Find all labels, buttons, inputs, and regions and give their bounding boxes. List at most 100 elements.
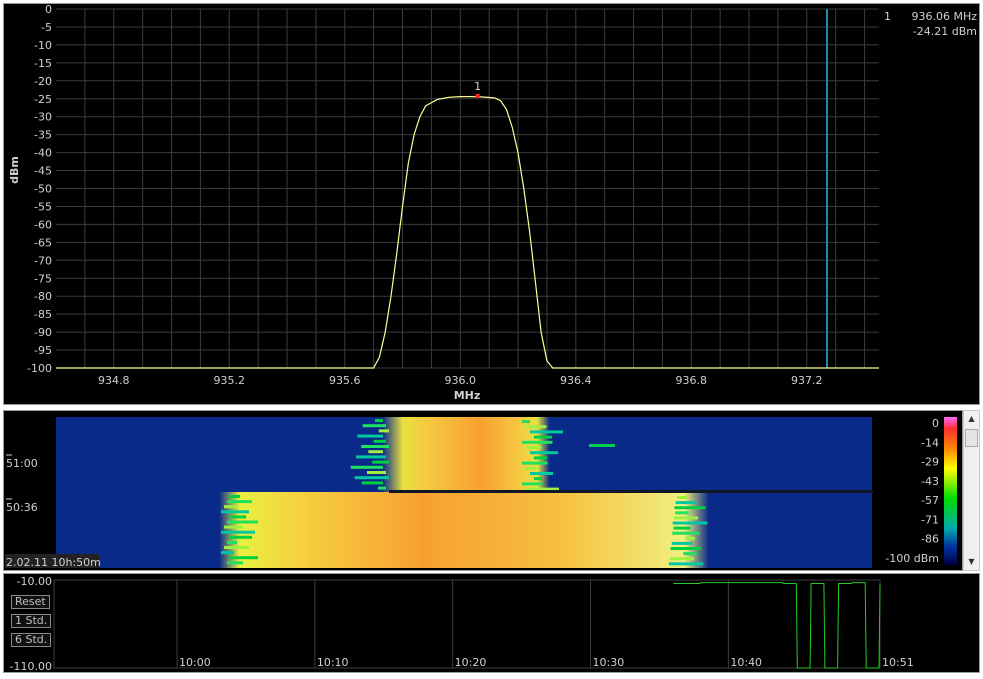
- waterfall-edge-segment: [368, 450, 383, 454]
- history-ymin-label: -110.00: [10, 660, 52, 672]
- waterfall-edge-segment: [227, 540, 237, 544]
- scroll-up-icon[interactable]: ▲: [968, 414, 975, 423]
- waterfall-edge-segment: [675, 511, 689, 515]
- waterfall-edge-segment: [526, 446, 542, 449]
- timestamp-bg: [5, 554, 99, 568]
- waterfall-recent-band: [56, 417, 872, 492]
- waterfall-edge-segment: [670, 547, 702, 550]
- y-tick-label: -65: [34, 236, 52, 249]
- waterfall-edge-segment: [373, 439, 386, 443]
- y-tick-label: -75: [34, 272, 52, 285]
- y-tick-label: -30: [34, 111, 52, 124]
- history-time-label: 10:30: [593, 656, 625, 669]
- waterfall-edge-segment: [673, 526, 691, 530]
- waterfall-scrollbar[interactable]: ▲ ▼: [963, 410, 980, 571]
- history-chart[interactable]: 10:00 10:10 10:20 10:30 10:40 10:51 -10.00 -1…: [4, 574, 979, 672]
- waterfall-edge-segment: [675, 501, 697, 505]
- waterfall-edge-segment: [221, 510, 249, 514]
- waterfall-edges: [221, 419, 873, 566]
- waterfall-edge-segment: [378, 429, 389, 433]
- history-time-label: 10:20: [455, 656, 487, 669]
- waterfall-chart[interactable]: 51:00 50:36 2.02.11 10h:50m 0 -14 -29 -43 -5…: [4, 411, 962, 570]
- waterfall-edge-segment: [522, 482, 543, 486]
- std6-button[interactable]: 6 Std.: [11, 633, 52, 647]
- waterfall-edge-segment: [683, 552, 697, 556]
- waterfall-edge-segment: [221, 551, 234, 555]
- waterfall-panel: 51:00 50:36 2.02.11 10h:50m 0 -14 -29 -43 -5…: [3, 410, 963, 571]
- waterfall-edge-segment: [357, 434, 383, 438]
- waterfall-edge-segment: [530, 430, 563, 434]
- waterfall-edge-segment: [227, 500, 252, 504]
- x-tick-label: 934.8: [98, 374, 130, 387]
- history-time-label: 10:00: [179, 656, 211, 669]
- scroll-down-icon[interactable]: ▼: [968, 557, 975, 566]
- y-tick-label: -10: [34, 39, 52, 52]
- waterfall-edge-segment: [227, 520, 258, 524]
- x-tick-label: 935.6: [329, 374, 361, 387]
- x-tick-label: 936.8: [676, 374, 708, 387]
- waterfall-edge-segment: [526, 425, 547, 429]
- waterfall-edge-segment: [526, 487, 559, 491]
- history-ymax-label: -10.00: [17, 575, 52, 588]
- waterfall-edge-segment: [530, 472, 553, 475]
- x-tick-label: 935.2: [214, 374, 246, 387]
- waterfall-edge-segment: [350, 465, 383, 469]
- waterfall-edge-segment: [367, 471, 386, 474]
- history-plot-frame: [53, 579, 881, 669]
- spectrum-chart[interactable]: 0 -5 -10 -15 -20 -25 -30 -35 -40 -45 -50 -55 -60 -65 -…: [4, 4, 979, 404]
- waterfall-gap: [389, 490, 873, 493]
- waterfall-edge-segment: [372, 460, 389, 464]
- waterfall-earlier-band: [56, 492, 872, 568]
- y-tick-label: -70: [34, 254, 52, 267]
- waterfall-edge-segment: [361, 445, 389, 448]
- waterfall-edge-segment: [230, 515, 246, 519]
- x-tick-label: 936.0: [445, 374, 477, 387]
- time-label-2: 50:36: [6, 501, 38, 514]
- history-time-label: 10:10: [317, 656, 349, 669]
- waterfall-edge-segment: [361, 481, 383, 485]
- x-axis-label: MHz: [454, 389, 481, 402]
- colorbar: [944, 417, 957, 565]
- waterfall-edge-segment: [672, 531, 700, 535]
- waterfall-edge-segment: [378, 486, 386, 490]
- waterfall-edge-segment: [674, 506, 706, 510]
- waterfall-edge-segment: [230, 495, 240, 498]
- reset-button[interactable]: Reset: [11, 595, 50, 609]
- colorbar-tick-label: -43: [921, 475, 939, 488]
- spectrum-panel: 0 -5 -10 -15 -20 -25 -30 -35 -40 -45 -50 -55 -60 -65 -…: [3, 3, 980, 405]
- waterfall-edge-segment: [522, 440, 553, 444]
- history-panel: 10:00 10:10 10:20 10:30 10:40 10:51 -10.00 -1…: [3, 573, 980, 673]
- waterfall-edge-segment: [224, 546, 249, 549]
- scroll-thumb[interactable]: [965, 429, 978, 447]
- waterfall-edge-segment: [362, 424, 386, 428]
- y-tick-label: -15: [34, 57, 52, 70]
- waterfall-edge-segment: [671, 541, 693, 545]
- marker-readout-index: 1: [884, 10, 891, 23]
- y-tick-label: -80: [34, 290, 52, 303]
- colorbar-tick-label: -86: [921, 533, 939, 546]
- marker-readout-frequency: 936.06 MHz: [911, 10, 977, 23]
- history-time-label: 10:51: [882, 656, 914, 669]
- history-trace: [673, 582, 881, 669]
- colorbar-tick-label: -57: [921, 494, 939, 507]
- y-tick-label: -55: [34, 200, 52, 213]
- waterfall-edge-segment: [227, 561, 243, 565]
- waterfall-edge-segment: [670, 557, 694, 561]
- y-tick-label: -60: [34, 218, 52, 231]
- y-tick-label: -90: [34, 326, 52, 339]
- waterfall-edge-segment: [534, 435, 552, 439]
- y-tick-label: -95: [34, 344, 52, 357]
- waterfall-edge-segment: [375, 419, 383, 422]
- waterfall-edge-segment: [224, 525, 243, 529]
- waterfall-edge-segment: [221, 530, 255, 534]
- marker-label: 1: [474, 80, 481, 93]
- waterfall-edge-segment: [356, 455, 386, 459]
- y-tick-label: -100: [27, 362, 52, 375]
- colorbar-tick-label: -29: [921, 456, 939, 469]
- y-tick-label: -50: [34, 183, 52, 196]
- history-time-label: 10:40: [730, 656, 762, 669]
- waterfall-edge-segment: [530, 451, 558, 455]
- x-tick-label: 936.4: [560, 374, 592, 387]
- std1-button[interactable]: 1 Std.: [11, 614, 52, 628]
- waterfall-edge-segment: [668, 562, 704, 566]
